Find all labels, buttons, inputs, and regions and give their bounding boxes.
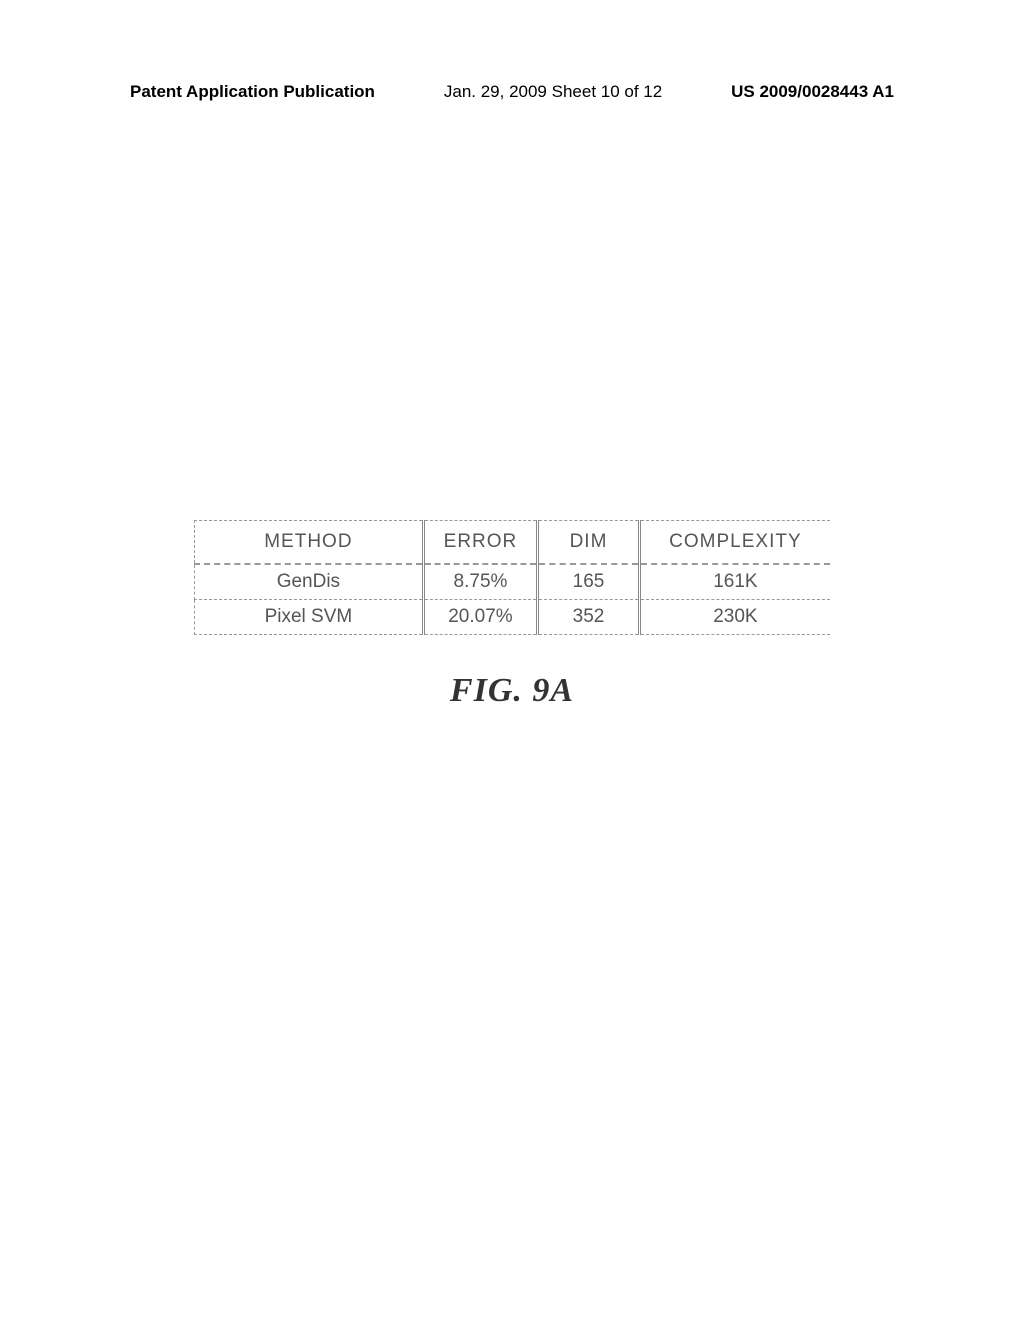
cell-error: 20.07% bbox=[423, 600, 537, 635]
column-header-error: ERROR bbox=[423, 521, 537, 565]
patent-number-label: US 2009/0028443 A1 bbox=[731, 82, 894, 102]
table-row: Pixel SVM 20.07% 352 230K bbox=[195, 600, 831, 635]
cell-complexity: 230K bbox=[639, 600, 830, 635]
cell-method: GenDis bbox=[195, 564, 424, 600]
page-header: Patent Application Publication Jan. 29, … bbox=[0, 82, 1024, 102]
cell-dim: 352 bbox=[538, 600, 640, 635]
date-sheet-label: Jan. 29, 2009 Sheet 10 of 12 bbox=[444, 82, 662, 102]
comparison-table: METHOD ERROR DIM COMPLEXITY GenDis 8.75%… bbox=[194, 520, 830, 635]
cell-error: 8.75% bbox=[423, 564, 537, 600]
publication-label: Patent Application Publication bbox=[130, 82, 375, 102]
figure-caption: FIG. 9A bbox=[450, 672, 574, 710]
column-header-dim: DIM bbox=[538, 521, 640, 565]
table-row: GenDis 8.75% 165 161K bbox=[195, 564, 831, 600]
table-header-row: METHOD ERROR DIM COMPLEXITY bbox=[195, 521, 831, 565]
cell-complexity: 161K bbox=[639, 564, 830, 600]
comparison-table-container: METHOD ERROR DIM COMPLEXITY GenDis 8.75%… bbox=[194, 520, 830, 635]
cell-dim: 165 bbox=[538, 564, 640, 600]
column-header-method: METHOD bbox=[195, 521, 424, 565]
cell-method: Pixel SVM bbox=[195, 600, 424, 635]
column-header-complexity: COMPLEXITY bbox=[639, 521, 830, 565]
